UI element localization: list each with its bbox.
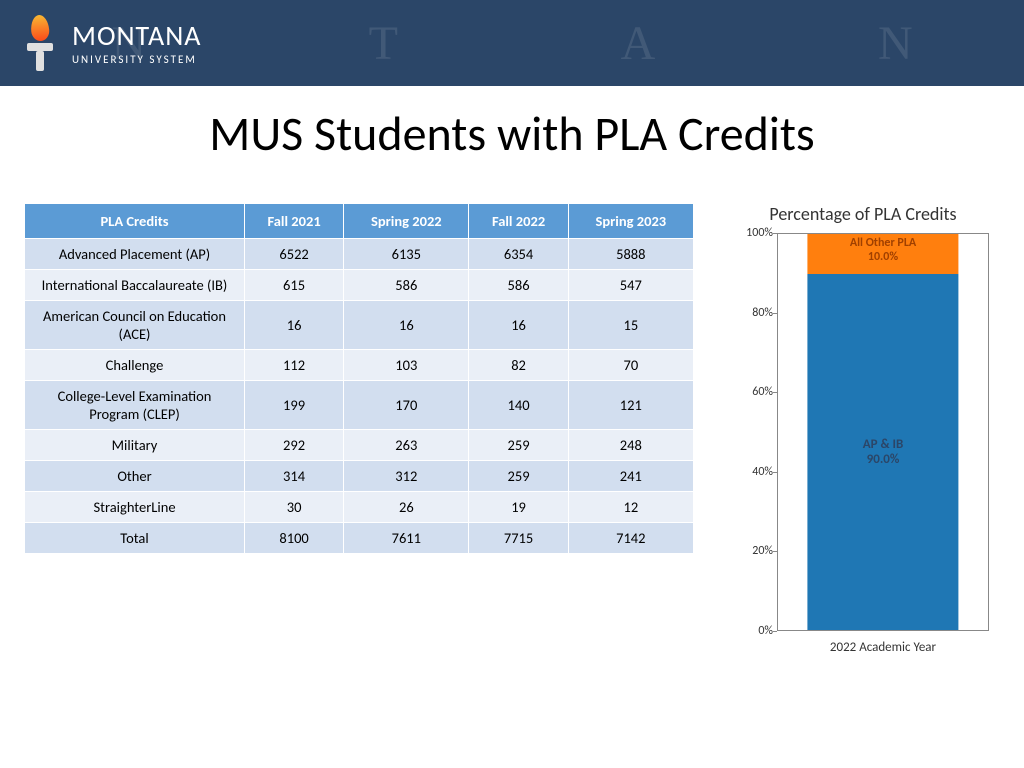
row-value: 263 [344, 430, 469, 461]
row-value: 82 [469, 350, 568, 381]
plot-area: AP & IB90.0%All Other PLA10.0% [777, 233, 989, 631]
table-row: StraighterLine30261912 [25, 492, 694, 523]
table-col-1: Fall 2021 [245, 204, 344, 239]
ytick-label: 20% [733, 544, 773, 558]
row-label: StraighterLine [25, 492, 245, 523]
row-value: 26 [344, 492, 469, 523]
row-value: 170 [344, 381, 469, 430]
row-label: Total [25, 523, 245, 554]
row-value: 259 [469, 430, 568, 461]
row-label: Challenge [25, 350, 245, 381]
pla-credits-table: PLA CreditsFall 2021Spring 2022Fall 2022… [24, 203, 694, 554]
row-label: International Baccalaureate (IB) [25, 270, 245, 301]
table-col-3: Fall 2022 [469, 204, 568, 239]
pla-table-wrap: PLA CreditsFall 2021Spring 2022Fall 2022… [24, 203, 694, 554]
table-body: Advanced Placement (AP)6522613563545888I… [25, 239, 694, 554]
table-row: American Council on Education (ACE)16161… [25, 301, 694, 350]
table-row: Military292263259248 [25, 430, 694, 461]
segment-value: 10.0% [868, 250, 898, 264]
torch-icon [20, 13, 60, 73]
row-value: 6522 [245, 239, 344, 270]
ytick-label: 100% [733, 226, 773, 240]
table-row: Advanced Placement (AP)6522613563545888 [25, 239, 694, 270]
brand-main: MONTANA [72, 22, 202, 50]
row-label: Military [25, 430, 245, 461]
segment-label: AP & IB [863, 437, 904, 452]
row-value: 7142 [568, 523, 693, 554]
row-value: 12 [568, 492, 693, 523]
table-header-row: PLA CreditsFall 2021Spring 2022Fall 2022… [25, 204, 694, 239]
ytick-label: 0% [733, 624, 773, 638]
row-value: 15 [568, 301, 693, 350]
row-value: 112 [245, 350, 344, 381]
row-value: 8100 [245, 523, 344, 554]
table-row: Total8100761177157142 [25, 523, 694, 554]
content-row: PLA CreditsFall 2021Spring 2022Fall 2022… [0, 203, 1024, 659]
row-value: 314 [245, 461, 344, 492]
row-value: 199 [245, 381, 344, 430]
row-value: 586 [344, 270, 469, 301]
row-value: 248 [568, 430, 693, 461]
row-value: 70 [568, 350, 693, 381]
row-value: 7715 [469, 523, 568, 554]
row-value: 103 [344, 350, 469, 381]
ytick-label: 40% [733, 465, 773, 479]
row-label: American Council on Education (ACE) [25, 301, 245, 350]
stacked-bar: AP & IB90.0%All Other PLA10.0% [807, 234, 958, 630]
page-title: MUS Students with PLA Credits [0, 104, 1024, 163]
chart-title: Percentage of PLA Credits [718, 203, 1008, 225]
segment-label: All Other PLA [850, 236, 916, 250]
table-col-4: Spring 2023 [568, 204, 693, 239]
row-value: 16 [245, 301, 344, 350]
chart-panel: Percentage of PLA Credits AP & IB90.0%Al… [718, 203, 1008, 659]
table-row: Challenge1121038270 [25, 350, 694, 381]
table-col-0: PLA Credits [25, 204, 245, 239]
row-value: 241 [568, 461, 693, 492]
row-value: 615 [245, 270, 344, 301]
pla-percentage-chart: AP & IB90.0%All Other PLA10.0% 2022 Acad… [733, 229, 993, 659]
row-value: 16 [344, 301, 469, 350]
brand-sub: UNIVERSITY SYSTEM [72, 54, 202, 65]
row-label: Other [25, 461, 245, 492]
table-row: International Baccalaureate (IB)61558658… [25, 270, 694, 301]
row-value: 16 [469, 301, 568, 350]
row-value: 19 [469, 492, 568, 523]
bar-segment: AP & IB90.0% [807, 274, 958, 630]
brand-logo: MONTANA UNIVERSITY SYSTEM [20, 13, 202, 73]
row-value: 5888 [568, 239, 693, 270]
brand-header: NTAN MONTANA UNIVERSITY SYSTEM [0, 0, 1024, 86]
row-value: 259 [469, 461, 568, 492]
chart-xlabel: 2022 Academic Year [777, 640, 989, 655]
ytick-label: 60% [733, 385, 773, 399]
row-label: Advanced Placement (AP) [25, 239, 245, 270]
row-value: 7611 [344, 523, 469, 554]
row-value: 312 [344, 461, 469, 492]
row-value: 547 [568, 270, 693, 301]
table-col-2: Spring 2022 [344, 204, 469, 239]
row-label: College-Level Examination Program (CLEP) [25, 381, 245, 430]
segment-value: 90.0% [867, 452, 900, 467]
row-value: 30 [245, 492, 344, 523]
table-row: Other314312259241 [25, 461, 694, 492]
row-value: 586 [469, 270, 568, 301]
row-value: 6354 [469, 239, 568, 270]
ytick-label: 80% [733, 306, 773, 320]
row-value: 121 [568, 381, 693, 430]
row-value: 6135 [344, 239, 469, 270]
row-value: 292 [245, 430, 344, 461]
bar-segment: All Other PLA10.0% [807, 234, 958, 274]
row-value: 140 [469, 381, 568, 430]
table-row: College-Level Examination Program (CLEP)… [25, 381, 694, 430]
